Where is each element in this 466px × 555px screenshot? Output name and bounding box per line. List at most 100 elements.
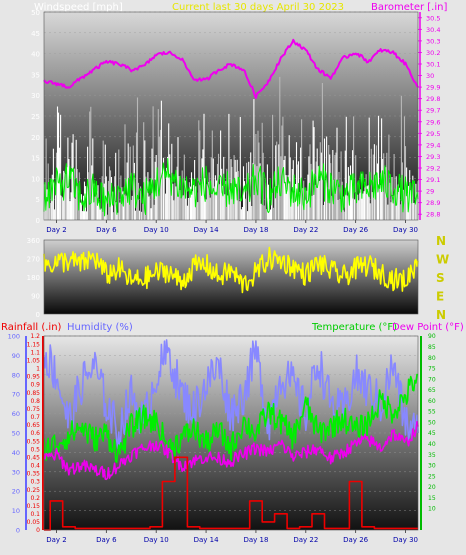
barometer-tick-label: 30.2 [426,49,440,57]
barometer-tick-label: 30 [426,72,434,80]
rain-tick-label: 0.4 [30,463,40,470]
wind-tick-label: 15 [31,155,40,163]
rain-tick-label: 1 [36,366,40,373]
day-tick-label: Day 10 [144,536,169,544]
rain-tick-label: 0.3 [30,479,40,486]
barometer-line [43,38,419,99]
day-tick-label: Day 2 [46,226,67,234]
rain-tick-label: 0.45 [27,454,41,461]
wind-tick-label: 45 [31,30,40,38]
rain-tick-label: 0.05 [27,519,41,526]
day-tick-label: Day 6 [96,226,117,234]
rain-tick-label: 1.05 [27,357,41,364]
humidity-tick-label: 10 [12,507,20,515]
barometer-tick-label: 29.6 [426,118,440,126]
day-tick-label: Day 26 [343,226,369,234]
temperature-tick-label: 60 [428,398,436,405]
humidity-line [43,339,419,451]
temperature-tick-label: 45 [428,430,436,437]
day-tick-label: Day 2 [46,536,67,544]
wind-tick-label: 20 [31,134,40,142]
temperature-tick-label: 80 [428,355,436,362]
rain-tick-label: 0.25 [27,487,41,494]
wind-tick-label: 50 [31,9,40,17]
barometer-tick-label: 29.1 [426,176,440,184]
rain-tick-label: 0.6 [30,430,40,437]
humidity-tick-label: 100 [8,333,20,341]
humidity-tick-label: 0 [16,527,20,535]
temperature-tick-label: 40 [428,441,436,448]
panel-frame [43,335,419,531]
wind-direction-line [43,246,419,294]
day-tick-label: Day 14 [194,226,220,234]
rain-tick-label: 1.1 [30,349,40,356]
direction-tick-label: 270 [27,256,40,264]
rain-tick-label: 0.85 [27,390,41,397]
temperature-tick-label: 25 [428,473,436,480]
humidity-tick-label: 80 [12,371,20,379]
rain-tick-label: 0.15 [27,503,41,510]
rain-tick-label: 0.35 [27,471,41,478]
humidity-tick-label: 50 [12,430,20,438]
rain-tick-label: 0.8 [30,398,40,405]
barometer-tick-label: 29 [426,188,434,196]
windspeed-label: Windspeed [mph] [34,2,123,13]
direction-tick-label: 90 [31,293,40,301]
rain-tick-label: 0.55 [27,438,41,445]
average-wind-line [43,158,419,217]
temperature-tick-label: 85 [428,344,436,351]
day-tick-label: Day 30 [393,226,418,234]
barometer-tick-label: 29.8 [426,95,440,103]
barometer-tick-label: 28.9 [426,199,440,207]
compass-letter: N [436,234,446,248]
barometer-tick-label: 29.2 [426,165,440,173]
barometer-series [43,38,419,99]
panel-frame [43,11,419,221]
rain-tick-label: 0.7 [30,414,40,421]
humidity-tick-label: 20 [12,488,20,496]
temperature-tick-label: 90 [428,333,436,340]
day-tick-label: Day 10 [144,226,169,234]
compass-letter: E [436,290,444,304]
temperature-tick-label: 35 [428,452,436,459]
temperature-tick-label: 50 [428,419,436,426]
barometer-tick-label: 29.5 [426,130,440,138]
rain-tick-label: 0.65 [27,422,41,429]
chart-axes: 0510152025303540455028.828.92929.129.229… [8,9,450,544]
rainfall-line [44,456,418,531]
dew-point-label: Dew Point (°F) [392,322,464,333]
temperature-series [43,373,419,464]
compass-letter: S [436,271,445,285]
rainfall-series [44,456,418,531]
compass-letter: W [436,253,449,267]
day-tick-label: Day 18 [243,536,268,544]
direction-panel-background [44,240,418,314]
temperature-tick-label: 55 [428,409,436,416]
day-tick-label: Day 6 [96,536,117,544]
wind-direction-series [43,246,419,294]
rain-tick-label: 1.2 [30,333,40,340]
day-tick-label: Day 18 [243,226,268,234]
humidity-tick-label: 90 [12,352,20,360]
temperature-label: Temperature (°F) [311,322,397,333]
wind-tick-label: 10 [31,175,40,183]
temperature-tick-label: 10 [428,506,436,513]
direction-tick-label: 0 [36,311,40,319]
barometer-label: Barometer [.in] [371,2,447,13]
day-tick-label: Day 14 [194,536,220,544]
humidity-tick-label: 60 [12,410,20,418]
period-title: Current last 30 days April 30 2023 [172,2,344,13]
rain-tick-label: 0 [36,527,40,534]
day-tick-label: Day 22 [293,536,318,544]
rain-tick-label: 0.2 [30,495,40,502]
temperature-tick-label: 75 [428,366,436,373]
temperature-tick-label: 70 [428,376,436,383]
rain-tick-label: 0.9 [30,382,40,389]
barometer-tick-label: 29.9 [426,84,440,92]
barometer-tick-label: 29.3 [426,153,440,161]
barometer-tick-label: 30.5 [426,14,440,22]
day-tick-label: Day 22 [293,226,318,234]
temperature-tick-label: 65 [428,387,436,394]
